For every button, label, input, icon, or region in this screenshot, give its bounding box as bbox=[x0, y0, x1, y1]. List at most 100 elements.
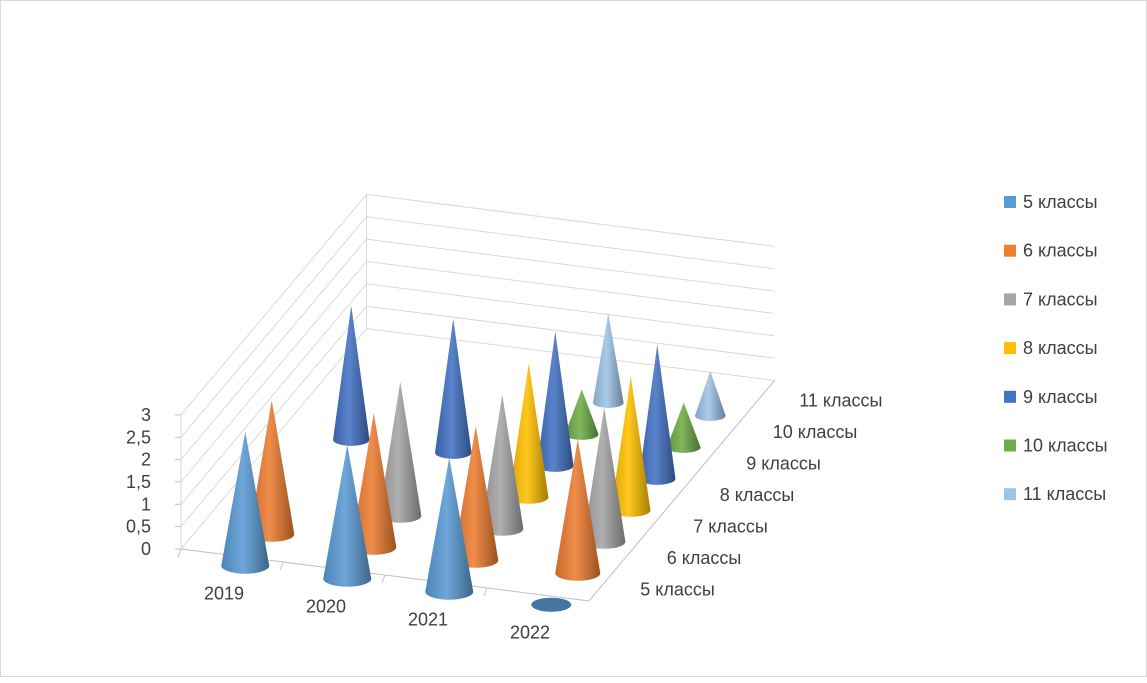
z-tick-label: 2 bbox=[141, 450, 151, 470]
gridline-back bbox=[366, 328, 775, 381]
y-tick-label: 7 классы bbox=[693, 516, 768, 536]
gridline-back bbox=[366, 216, 775, 270]
y-tick-label: 11 классы bbox=[799, 390, 882, 410]
cone-body bbox=[611, 376, 651, 517]
cone bbox=[611, 376, 651, 517]
x-tick-label: 2022 bbox=[510, 623, 550, 643]
legend-swatch bbox=[1004, 342, 1016, 355]
x-tick-label: 2021 bbox=[408, 610, 448, 630]
z-tick-label: 3 bbox=[141, 405, 151, 425]
gridline-side bbox=[180, 194, 367, 416]
cone bbox=[453, 426, 499, 568]
y-tick-label: 6 классы bbox=[667, 548, 742, 568]
cone bbox=[379, 381, 422, 523]
cones bbox=[221, 305, 726, 612]
z-tick-label: 1 bbox=[141, 494, 151, 514]
zero-base bbox=[531, 597, 572, 612]
z-tick-label: 0,5 bbox=[126, 517, 151, 537]
cone bbox=[425, 457, 474, 600]
z-tick-label: 1,5 bbox=[126, 472, 151, 492]
gridline-back bbox=[366, 193, 775, 247]
legend-swatch bbox=[1004, 488, 1016, 501]
cone-body bbox=[453, 426, 499, 568]
legend-item: 7 классы bbox=[1004, 289, 1098, 309]
z-tick-label: 0 bbox=[141, 539, 151, 559]
legend-label: 5 классы bbox=[1023, 192, 1098, 212]
gridline-side bbox=[180, 238, 367, 460]
cone-body bbox=[564, 389, 599, 440]
legend-swatch bbox=[1004, 390, 1016, 403]
cone-body bbox=[333, 305, 370, 446]
cone bbox=[509, 363, 549, 504]
cone-body bbox=[323, 444, 372, 587]
legend: 5 классы 6 классы 7 классы 8 классы 9 классы… bbox=[1004, 192, 1108, 504]
cone-body bbox=[666, 402, 701, 453]
legend-item: 10 классы bbox=[1004, 436, 1108, 456]
cone bbox=[249, 400, 295, 542]
cone-body bbox=[425, 457, 474, 600]
cone-body bbox=[435, 318, 472, 459]
legend-label: 6 классы bbox=[1023, 241, 1098, 261]
cone-body bbox=[481, 394, 524, 536]
legend-swatch bbox=[1004, 244, 1016, 257]
legend-item: 11 классы bbox=[1004, 484, 1106, 504]
cone-body bbox=[583, 407, 626, 549]
back-wall-grid bbox=[180, 193, 775, 550]
legend-label: 11 классы bbox=[1023, 484, 1106, 504]
gridline-back bbox=[366, 260, 775, 314]
gridline-side bbox=[180, 283, 367, 505]
gridline-side bbox=[180, 261, 367, 483]
legend-swatch bbox=[1004, 196, 1016, 208]
cone-body bbox=[537, 331, 574, 472]
floor bbox=[180, 380, 775, 602]
cone bbox=[564, 389, 599, 440]
x-tick-label: 2019 bbox=[204, 584, 244, 604]
legend-item: 5 классы bbox=[1004, 192, 1098, 212]
cone bbox=[221, 431, 270, 574]
cone-body bbox=[351, 413, 397, 555]
cone bbox=[694, 371, 726, 421]
legend-swatch bbox=[1004, 293, 1016, 306]
cone bbox=[481, 394, 524, 536]
floor-edge bbox=[180, 380, 775, 602]
x-tick bbox=[483, 587, 488, 597]
cone-body bbox=[555, 439, 601, 581]
legend-item: 8 классы bbox=[1004, 338, 1098, 358]
cone bbox=[555, 439, 601, 581]
legend-item: 6 классы bbox=[1004, 241, 1098, 261]
legend-swatch bbox=[1004, 439, 1016, 452]
cone-body bbox=[639, 344, 676, 485]
legend-label: 9 классы bbox=[1023, 387, 1098, 407]
y-tick-label: 8 классы bbox=[720, 485, 795, 505]
cone bbox=[323, 444, 372, 587]
gridline-side bbox=[180, 216, 367, 438]
cone bbox=[537, 331, 574, 472]
cone bbox=[435, 318, 472, 459]
cone bbox=[666, 402, 701, 453]
z-tick-label: 2,5 bbox=[126, 427, 151, 447]
cone bbox=[639, 344, 676, 485]
cone-body bbox=[694, 371, 726, 421]
cone-body bbox=[509, 363, 549, 504]
gridline-back bbox=[366, 238, 775, 292]
cone-body bbox=[592, 313, 624, 408]
legend-label: 7 классы bbox=[1023, 289, 1098, 309]
cone-body bbox=[379, 381, 422, 523]
y-tick-label: 9 классы bbox=[746, 453, 821, 473]
gridline-back bbox=[366, 283, 775, 337]
cone bbox=[592, 313, 624, 408]
axes: 00,5 11,52 2,53 2019 2020 2021 2022 5 классы 6 к… bbox=[126, 390, 883, 642]
x-tick bbox=[381, 574, 386, 584]
legend-item: 9 классы bbox=[1004, 387, 1098, 407]
x-tick-label: 2020 bbox=[306, 597, 346, 617]
x-tick bbox=[177, 548, 182, 558]
cone-body bbox=[221, 431, 270, 574]
cone bbox=[333, 305, 370, 446]
cone bbox=[351, 413, 397, 555]
y-tick-label: 10 классы bbox=[773, 422, 858, 442]
x-tick bbox=[279, 561, 284, 571]
legend-label: 8 классы bbox=[1023, 338, 1098, 358]
cone-body bbox=[249, 400, 295, 542]
